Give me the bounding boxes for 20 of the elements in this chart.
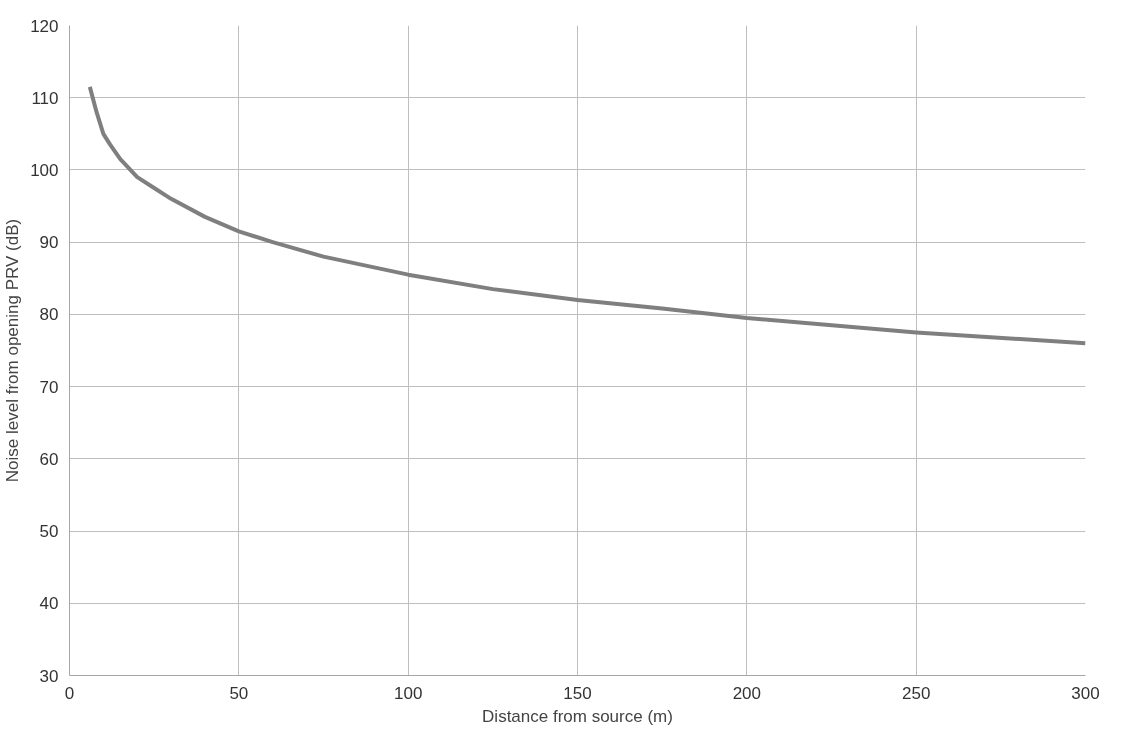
y-tick-label: 30 xyxy=(39,666,59,686)
y-tick-label: 110 xyxy=(31,88,59,108)
y-tick-label: 80 xyxy=(39,305,59,325)
x-tick-label: 150 xyxy=(563,683,592,703)
y-tick-label: 60 xyxy=(39,449,59,469)
line-series xyxy=(87,84,1086,346)
x-tick-label: 100 xyxy=(393,683,423,703)
x-tick-label: 50 xyxy=(229,683,249,703)
y-tick-label: 70 xyxy=(39,377,59,397)
x-tick-label: 250 xyxy=(901,683,931,703)
x-axis-title: Distance from source (m) xyxy=(482,706,673,726)
y-tick-label: 120 xyxy=(30,16,59,36)
y-tick-label: 40 xyxy=(39,594,59,614)
y-tick-label: 100 xyxy=(30,160,59,180)
x-tick-label: 300 xyxy=(1071,683,1100,703)
y-tick-label: 50 xyxy=(39,522,59,542)
x-tick-label: 200 xyxy=(732,683,762,703)
y-axis-title: Noise level from opening PRV (dB) xyxy=(3,218,23,483)
x-tick-label: 0 xyxy=(64,683,75,703)
y-tick-label: 90 xyxy=(39,233,59,253)
